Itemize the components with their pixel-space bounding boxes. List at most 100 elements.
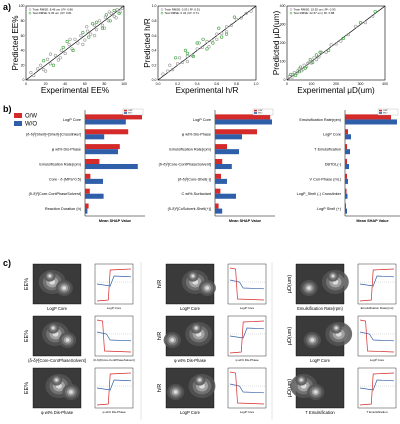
line-plot-x-label: (δ-δ)²[Core-ContPhaseSolvent] (93, 358, 135, 362)
heatmap-y-label: h/R (157, 384, 163, 393)
legend-entry: Train RMSE: 8.46 um | R²: 0.86 (33, 8, 74, 12)
test-point (195, 41, 199, 45)
bar-ow (215, 114, 271, 120)
legend-marker (160, 8, 164, 11)
heatmap-y-label: EE% (24, 330, 30, 342)
test-point (297, 70, 301, 74)
test-point (42, 59, 46, 63)
test-point (71, 48, 75, 53)
category-label: Emulsification Rate(rpm) (39, 162, 81, 166)
x-axis-label: Experimental μD(um) (297, 86, 375, 95)
wo-curve (96, 275, 132, 287)
legend-marker (28, 8, 32, 11)
train-point (115, 8, 119, 12)
heatmap-x-label: (δ-δ)²[Core-ContPhaseSolvent] (28, 358, 86, 363)
train-point (45, 57, 50, 61)
train-point (81, 42, 85, 47)
train-point (42, 68, 46, 72)
test-point (289, 72, 293, 77)
bar-ow (215, 144, 227, 150)
train-point (107, 10, 111, 14)
category-label: Emulsification Rate(rpm) (299, 118, 341, 122)
test-point (117, 11, 121, 15)
density-contour (51, 326, 55, 330)
y-tick-label: 80 (21, 19, 25, 23)
wo-curve (96, 331, 132, 342)
x-axis-label: Mean SHAP Value (99, 219, 131, 223)
bar-wo (345, 164, 349, 170)
test-point (183, 48, 188, 53)
partial-dependence-pair (165, 367, 267, 409)
category-label: LogP Core (193, 118, 211, 122)
train-point (314, 58, 319, 62)
train-point (53, 53, 58, 58)
x-axis-label: Mean SHAP Value (356, 219, 388, 223)
train-point (48, 62, 53, 66)
train-point (185, 54, 189, 58)
wo-curve (229, 279, 265, 290)
heatmap-x-label: T Emulsification (305, 410, 335, 415)
ow-curve (359, 268, 395, 302)
bar-wo (215, 193, 236, 199)
bar-wo (345, 193, 348, 199)
x-tick-label: 0.2 (175, 82, 180, 86)
category-label: Core - δ (MPa^0.5) (49, 177, 82, 181)
partial-dependence-pair (32, 263, 134, 305)
category-label: LogP Shell (+) (317, 207, 342, 211)
bar-ow (85, 144, 120, 150)
bar-wo (215, 164, 232, 170)
train-point (185, 59, 189, 64)
train-point (97, 19, 102, 23)
train-point (120, 6, 124, 10)
ow-curve (359, 372, 395, 406)
bar-ow (85, 158, 100, 164)
category-label: (δ-δ)²[CoSolvent-Shell(+)] (168, 207, 211, 211)
heatmap-y-label: μD(um) (287, 327, 293, 346)
category-label: (δ-δ)²[Core-Shell(-)] (178, 177, 211, 181)
wo-curve (229, 383, 265, 394)
category-label: C wt%-Surfactant (181, 192, 211, 196)
line-plot-frame (94, 263, 134, 305)
line-plot-x-label: φ wt% Dis-Phase (235, 358, 258, 362)
train-point (171, 68, 175, 72)
wo-curve (359, 379, 395, 391)
train-point (290, 75, 294, 79)
test-point (232, 15, 237, 19)
test-point (191, 54, 195, 58)
train-point (109, 11, 113, 15)
train-point (73, 37, 77, 41)
train-point (56, 58, 60, 62)
density-contour (331, 274, 335, 278)
legend-entry: Test RMSE: 9.36 um | R²: 0.81 (33, 11, 73, 15)
train-point (339, 39, 343, 43)
train-point (225, 30, 229, 34)
bar-ow (85, 173, 91, 179)
bar-wo (215, 134, 242, 140)
train-point (76, 41, 80, 45)
bar-ow (85, 129, 129, 135)
bar-wo (85, 208, 88, 214)
heatmap-y-label: h/R (157, 280, 163, 289)
train-point (220, 31, 224, 35)
y-tick-label: 0 (284, 78, 286, 82)
train-point (306, 61, 310, 65)
train-point (207, 45, 211, 49)
legend-box (122, 108, 144, 116)
y-tick-label: 0.2 (152, 63, 157, 67)
category-label: LogP Core (63, 118, 81, 122)
y-tick-label: 100 (19, 4, 25, 8)
bar-wo (215, 149, 239, 155)
legend-swatch-ow (379, 109, 382, 112)
line-plot-frame (357, 315, 397, 357)
bar-wo (85, 134, 105, 140)
train-point (112, 14, 116, 18)
train-point (205, 39, 209, 44)
line-plot-frame (357, 263, 397, 305)
scatter-plot-1 (25, 5, 125, 81)
test-point (205, 47, 209, 51)
x-tick-label: 0.4 (195, 82, 200, 86)
legend-entry-ow: O/W (128, 110, 133, 112)
heatmap-y-label: μD(um) (287, 379, 293, 398)
wo-curve (359, 275, 395, 287)
